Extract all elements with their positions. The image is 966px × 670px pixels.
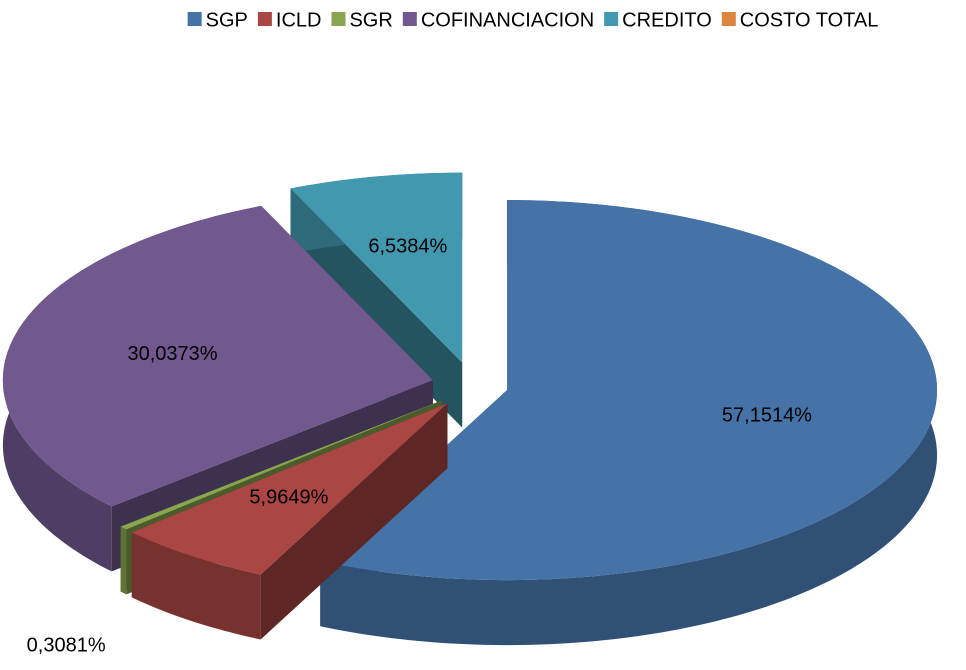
slice-side <box>131 532 261 640</box>
legend-swatch <box>257 12 272 26</box>
slice <box>290 172 463 363</box>
legend-swatch <box>402 12 417 26</box>
legend-swatch <box>721 12 736 26</box>
data-label: 6,5384% <box>368 236 447 258</box>
legend-swatch <box>187 12 202 26</box>
slice <box>320 200 938 581</box>
slice <box>131 403 448 575</box>
data-label: 0,3081% <box>27 634 106 656</box>
legend-label: COSTO TOTAL <box>740 9 879 31</box>
slice <box>131 403 448 640</box>
legend-label: COFINANCIACION <box>421 9 594 31</box>
data-label: 57,1514% <box>722 405 812 427</box>
legend-swatch <box>604 12 619 26</box>
legend-label: CREDITO <box>622 9 712 31</box>
legend-label: ICLD <box>276 9 322 31</box>
slice <box>2 205 433 507</box>
data-label: 30,0373% <box>127 343 217 365</box>
legend-label: SGP <box>206 9 248 31</box>
legend-swatch <box>331 12 346 26</box>
legend-label: SGR <box>349 9 392 31</box>
slice-side <box>320 200 938 646</box>
data-label: 5,9649% <box>249 486 328 508</box>
legend: SGP ICLD SGR COFINANCIACION CREDITO COSTO TOT… <box>187 9 879 31</box>
slice-side <box>120 526 127 595</box>
slice <box>320 200 938 646</box>
slice <box>120 400 442 530</box>
